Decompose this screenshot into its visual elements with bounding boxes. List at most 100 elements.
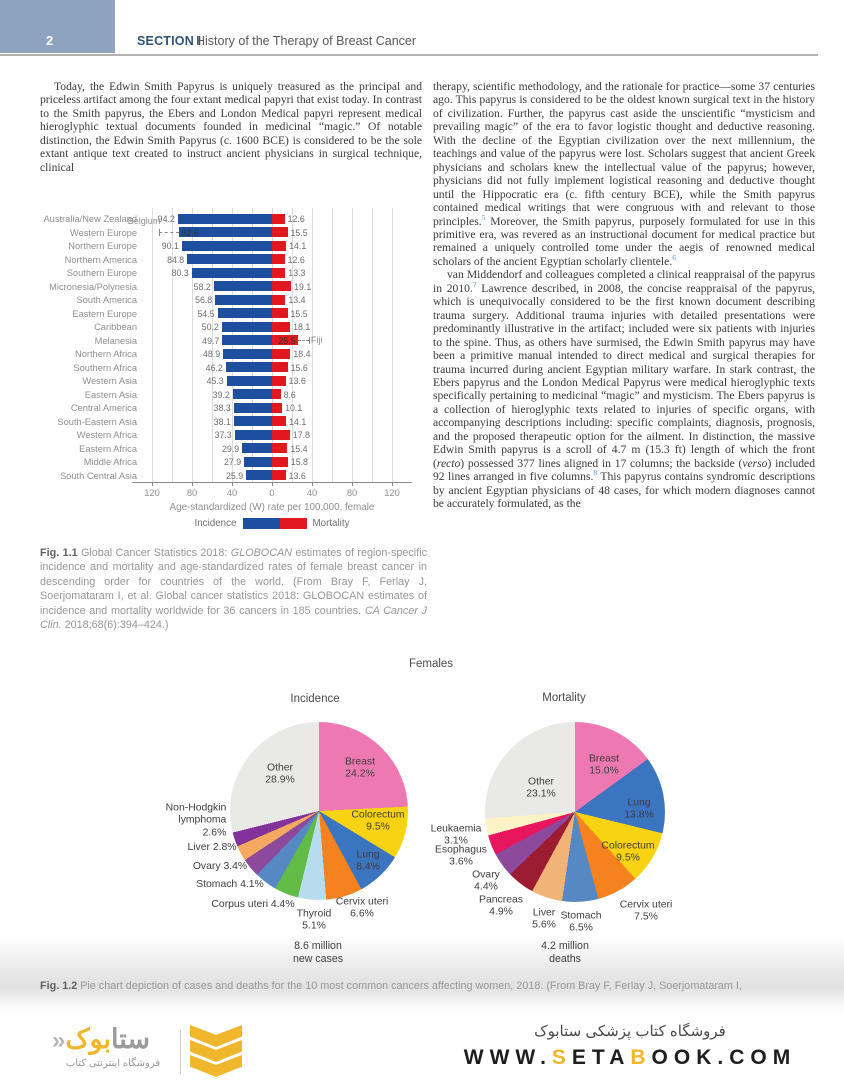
- fig2-caption-label: Fig. 1.2: [40, 980, 78, 992]
- mortality-value: 14.1: [289, 241, 307, 252]
- mortality-bar: [272, 443, 288, 454]
- store-url-segment: B: [630, 1046, 652, 1069]
- mortality-value: 18.1: [293, 322, 311, 333]
- axis-tick-label: 80: [186, 488, 198, 498]
- bar-row: Western Africa 37.3 17.8: [40, 428, 430, 442]
- axis-tick-label: 120: [384, 488, 400, 498]
- brand-tagline: فروشگاه اینترنتی کتاب: [65, 1058, 161, 1069]
- incidence-bar: [242, 443, 272, 454]
- pie-slice-label: Other 28.9%: [265, 762, 295, 786]
- brand-guillemet: «: [52, 1027, 66, 1054]
- mortality-value: 10.1: [285, 403, 303, 414]
- scan-shade-band: [0, 935, 844, 1015]
- region-label: Northern Africa: [74, 349, 137, 359]
- region-label: Caribbean: [94, 322, 137, 332]
- legend-incidence-label: Incidence: [194, 518, 237, 529]
- text-column-left: Today, the Edwin Smith Papyrus is unique…: [40, 80, 422, 174]
- incidence-bar: [213, 281, 272, 292]
- mortality-value: 13.6: [288, 470, 306, 481]
- mortality-value: 15.5: [290, 227, 308, 238]
- mortality-value: 15.4: [290, 443, 308, 454]
- bar-row: Micronesia/Polynesia 58.2 19.1: [40, 280, 430, 294]
- region-label: South-Eastern Asia: [57, 416, 137, 427]
- x-axis: [132, 482, 412, 483]
- pie-total-label: 4.2 million deaths: [541, 940, 589, 965]
- incidence-bar: [232, 389, 272, 400]
- text-column-right: therapy, scientific methodology, and the…: [433, 80, 816, 511]
- incidence-value: 56.8: [195, 295, 213, 306]
- pie-slice-label: Colorectum 9.5%: [351, 809, 405, 833]
- bar-row: Northern Africa 48.9 18.4: [40, 347, 430, 361]
- mortality-bar: [272, 416, 287, 427]
- bar-row: Eastern Africa 29.9 15.4: [40, 442, 430, 456]
- axis-tick: [272, 483, 273, 486]
- mortality-pie-title: Mortality: [542, 692, 586, 704]
- annotation-label: Fiji: [310, 334, 323, 345]
- bar-row: Caribbean 50.2 18.1: [40, 320, 430, 334]
- incidence-value: 49.7: [202, 335, 220, 346]
- pie-circle: [485, 722, 665, 902]
- incidence-pie-title: Incidence: [290, 693, 340, 705]
- mortality-value: 15.6: [290, 362, 308, 373]
- chevron-icon: [190, 1025, 242, 1047]
- bar-row: South Central Asia 25.9 13.6: [40, 469, 430, 483]
- fig1-caption-label: Fig. 1.1: [40, 547, 78, 559]
- bar-row: Southern Europe 80.3 13.3: [40, 266, 430, 280]
- bar-row: Melanesia 49.7 25.5: [40, 334, 430, 348]
- gridline: [172, 208, 173, 482]
- bar-row: Australia/New Zealand 94.2 12.6: [40, 212, 430, 226]
- axis-tick: [312, 483, 313, 486]
- mortality-bar: [272, 375, 286, 386]
- axis-tick: [152, 483, 153, 486]
- store-block: فروشگاه کتاب پزشکی ستابوک WWW.SETABOOK.C…: [430, 1022, 830, 1070]
- x-axis-label: Age-standardized (W) rate per 100,000, f…: [169, 502, 375, 513]
- axis-tick-label: 40: [306, 488, 318, 498]
- mortality-value: 14.1: [289, 416, 307, 427]
- incidence-bar: [177, 213, 272, 224]
- header-rule: [0, 54, 818, 56]
- incidence-value: 58.2: [193, 281, 211, 292]
- incidence-bar: [222, 335, 272, 346]
- incidence-value: 25.9: [225, 470, 244, 481]
- incidence-value: 54.5: [197, 308, 215, 319]
- pie-slice-label: Breast 15.0%: [588, 753, 620, 777]
- mortality-value: 15.5: [290, 308, 308, 319]
- region-label: Central America: [70, 403, 137, 413]
- mortality-value: 18.4: [293, 349, 311, 360]
- store-url-segment: WWW.: [463, 1046, 552, 1069]
- pie-slice-label: Cervix uteri 7.5%: [619, 899, 673, 923]
- bar-row: Central America 38.3 10.1: [40, 401, 430, 415]
- mortality-value: 19.1: [294, 281, 312, 292]
- bar-row: Northern America 84.8 12.6: [40, 253, 430, 267]
- incidence-bar: [217, 308, 272, 319]
- axis-tick-label: 0: [269, 488, 275, 498]
- fig2-caption-text: Pie chart depiction of cases and deaths …: [77, 980, 742, 992]
- setabook-logo-text: ستابوک«: [52, 1024, 174, 1056]
- incidence-bar: [223, 348, 272, 359]
- incidence-value: 39.2: [212, 389, 230, 400]
- annotation-tick: [308, 336, 310, 344]
- region-label: Southern Europe: [66, 268, 137, 278]
- pie-slice-label: Cervix uteri 6.6%: [335, 896, 389, 920]
- pie-slice-label: Liver 5.6%: [532, 907, 556, 931]
- region-label: Northern Europe: [68, 241, 137, 251]
- mortality-bar: [272, 429, 290, 440]
- bar-row: Northern Europe 90.1 14.1: [40, 239, 430, 253]
- pie-slice-label: Pancreas 4.9%: [479, 894, 523, 918]
- pie-total-label: 8.6 million new cases: [292, 940, 344, 965]
- chevron-icon: [190, 1040, 242, 1062]
- incidence-bar: [187, 254, 272, 265]
- gridline: [312, 208, 313, 482]
- incidence-value: 29.9: [221, 443, 240, 454]
- pie-slice-label: Breast 24.2%: [344, 756, 376, 780]
- incidence-value: 92.6: [181, 227, 199, 238]
- mortality-pie-chart: Mortality Breast 15.0% Lung 13.8% Colorectum…: [415, 688, 745, 988]
- annotation-tick: [158, 228, 160, 236]
- legend-mortality-swatch: [280, 518, 308, 529]
- fig2-caption: Fig. 1.2 Pie chart depiction of cases an…: [40, 979, 816, 993]
- axis-tick: [352, 483, 353, 486]
- incidence-value: 45.3: [206, 376, 224, 387]
- mortality-value: 12.6: [287, 214, 305, 225]
- gridline: [332, 208, 333, 482]
